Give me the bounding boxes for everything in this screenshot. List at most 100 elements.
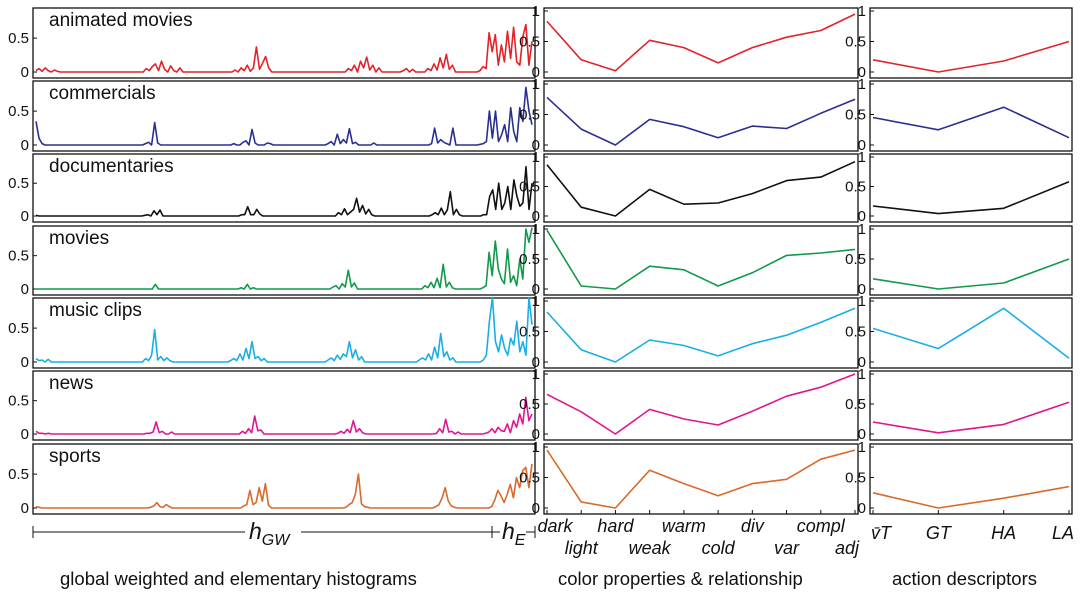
series-line-commercials [35, 86, 533, 146]
y-tick-label: 0.5 [845, 324, 866, 341]
y-tick-label: 0 [21, 64, 29, 81]
he-label-bg [500, 518, 526, 546]
y-tick-label: 0 [532, 426, 540, 443]
y-tick-label: 1 [858, 221, 866, 238]
x-tick-label: light [565, 538, 599, 558]
y-tick-label: 0.5 [519, 251, 540, 268]
y-tick-label: 0.5 [845, 251, 866, 268]
panel-frame [543, 7, 859, 79]
y-tick-label: 0.5 [845, 107, 866, 124]
y-tick-label: 1 [858, 149, 866, 166]
y-tick-label: 1 [532, 293, 540, 310]
panel-frame [32, 370, 536, 441]
y-tick-label: 0.5 [519, 396, 540, 413]
series-line-animated-movies [35, 23, 533, 73]
y-tick-label: 0 [532, 137, 540, 154]
panel-color-documentaries: 00.51 [519, 149, 859, 225]
y-tick-label: 0 [858, 64, 866, 81]
panel-frame [543, 297, 859, 369]
panel-histograms-movies: 0 0.5 movies [8, 225, 536, 298]
y-tick-label: 0.5 [845, 179, 866, 196]
y-tick-label: 0.5 [845, 396, 866, 413]
x-tick-label: v̄T [871, 523, 893, 543]
y-tick-label: 0 [858, 354, 866, 371]
series-line-commercials [872, 106, 1070, 139]
panel-frame [543, 153, 859, 223]
caption-color: color properties & relationship [558, 568, 803, 589]
x-tick-label: LA [1052, 523, 1074, 543]
genre-label: movies [49, 228, 109, 249]
y-tick-label: 1 [532, 366, 540, 383]
panel-color-music-clips: 00.51 [519, 293, 859, 371]
genre-label: documentaries [49, 156, 174, 177]
x-tick-label: hard [597, 516, 634, 536]
y-tick-label: 1 [858, 3, 866, 20]
x-tick-label: var [774, 538, 800, 558]
genre-label: news [49, 373, 93, 394]
series-line-sports [872, 485, 1070, 509]
panel-frame [869, 225, 1073, 296]
y-tick-label: 0.5 [8, 30, 29, 47]
y-tick-label: 0 [532, 208, 540, 225]
x-tick-label: HA [991, 523, 1016, 543]
panel-frame [543, 80, 859, 152]
panel-action-commercials: 00.51 [845, 76, 1073, 154]
series-line-animated-movies [872, 40, 1070, 73]
panel-frame [32, 7, 536, 79]
y-tick-label: 1 [858, 293, 866, 310]
x-tick-label: GT [926, 523, 953, 543]
panel-color-sports: 0 0.5 1 darklighthardweakwarmcolddivvarcomp… [519, 439, 860, 558]
genre-label: music clips [49, 300, 142, 321]
panel-frame [869, 80, 1073, 152]
panel-frame [869, 443, 1073, 515]
series-line-music-clips [546, 307, 856, 363]
panels-group: 0 0.5 animated movies 0 0.5 commercials 0 0.5 do… [8, 3, 1074, 558]
y-tick-label: 1 [532, 221, 540, 238]
panel-frame [869, 153, 1073, 223]
x-tick-label: weak [629, 538, 672, 558]
y-tick-label: 1 [532, 439, 540, 456]
y-tick-label: 0.5 [519, 324, 540, 341]
y-tick-label: 0 [532, 64, 540, 81]
panel-frame [869, 297, 1073, 369]
y-tick-label: 0 [858, 208, 866, 225]
panel-frame [543, 443, 859, 515]
panel-histograms-music-clips: 0 0.5 music clips [8, 296, 536, 371]
panel-frame [32, 80, 536, 152]
panel-frame [869, 370, 1073, 441]
he-symbol: hE [502, 518, 526, 549]
series-line-movies [36, 227, 533, 290]
panel-action-music-clips: 00.51 [845, 293, 1073, 371]
y-tick-label: 0.5 [519, 34, 540, 51]
x-tick-label: adj [835, 538, 860, 558]
y-tick-label: 0.5 [8, 175, 29, 192]
y-tick-label: 0.5 [845, 34, 866, 51]
y-tick-label: 0.5 [519, 107, 540, 124]
x-tick-label: dark [537, 516, 573, 536]
y-tick-label: 0.5 [845, 470, 866, 487]
panel-color-commercials: 00.51 [519, 76, 859, 154]
y-tick-label: 0.5 [8, 466, 29, 483]
y-tick-label: 1 [532, 3, 540, 20]
bottom-annotations: hGW hE global weighted and elementary hi… [32, 518, 1037, 589]
y-tick-label: 1 [858, 439, 866, 456]
x-tick-label: compl [797, 516, 846, 536]
genre-label: animated movies [49, 10, 193, 31]
series-line-movies [872, 258, 1070, 290]
series-line-sports [35, 463, 533, 509]
y-tick-label: 1 [532, 76, 540, 93]
series-line-animated-movies [546, 13, 856, 72]
panel-histograms-animated-movies: 0 0.5 animated movies [8, 7, 536, 81]
panel-histograms-commercials: 0 0.5 commercials [8, 80, 536, 154]
y-tick-label: 0 [21, 354, 29, 371]
y-tick-label: 0.5 [519, 179, 540, 196]
y-tick-label: 1 [858, 366, 866, 383]
panel-action-documentaries: 00.51 [845, 149, 1073, 225]
y-tick-label: 0.5 [8, 320, 29, 337]
series-line-documentaries [546, 160, 856, 217]
panel-color-movies: 00.51 [519, 221, 859, 298]
x-tick-label: cold [702, 538, 736, 558]
hgw-symbol: hGW [249, 518, 291, 549]
x-tick-label: div [741, 516, 765, 536]
